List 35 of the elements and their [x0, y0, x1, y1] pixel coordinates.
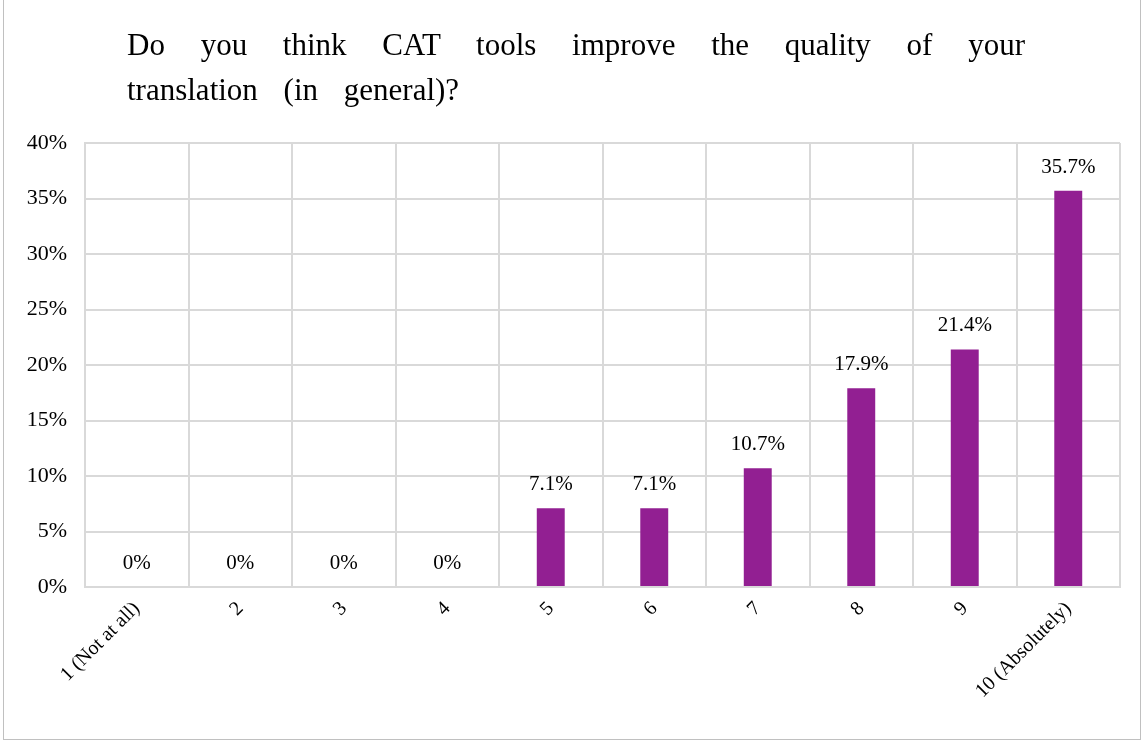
bar [743, 468, 772, 586]
data-label: 0% [433, 550, 462, 575]
x-tick-label: 5 [534, 596, 558, 620]
data-label: 7.1% [528, 471, 573, 496]
x-tick-label: 8 [845, 596, 868, 620]
bar [950, 349, 979, 586]
x-tick-label: 6 [638, 596, 661, 620]
data-label: 10.7% [730, 431, 785, 456]
y-tick-label: 20% [26, 350, 67, 376]
y-tick-label: 10% [26, 461, 67, 487]
y-tick-label: 40% [26, 128, 67, 154]
data-label: 17.9% [834, 351, 889, 376]
bar [640, 508, 669, 586]
y-tick-label: 35% [26, 184, 67, 210]
y-tick-label: 0% [37, 572, 67, 598]
x-tick-label: 2 [224, 596, 247, 620]
y-tick-label: 25% [26, 295, 67, 321]
x-tick-label: 1 (Not at all) [55, 596, 144, 686]
chart-title: Do you think CAT tools improve the quality of your translation (in general)? [127, 26, 1025, 109]
data-label: 0% [122, 550, 151, 575]
data-label: 7.1% [632, 471, 677, 496]
bar [847, 388, 876, 586]
y-tick-label: 5% [37, 517, 67, 543]
y-tick-label: 30% [26, 239, 67, 265]
data-label: 35.7% [1041, 153, 1096, 178]
bar [536, 508, 565, 586]
bar [1054, 190, 1083, 586]
data-label: 21.4% [937, 312, 992, 337]
y-tick-label: 15% [26, 406, 67, 432]
data-label: 0% [226, 550, 255, 575]
x-tick-label: 3 [327, 596, 351, 620]
x-tick-label: 7 [741, 596, 765, 620]
x-tick-label: 9 [948, 596, 972, 620]
x-tick-label: 4 [431, 596, 454, 620]
data-label: 0% [329, 550, 358, 575]
